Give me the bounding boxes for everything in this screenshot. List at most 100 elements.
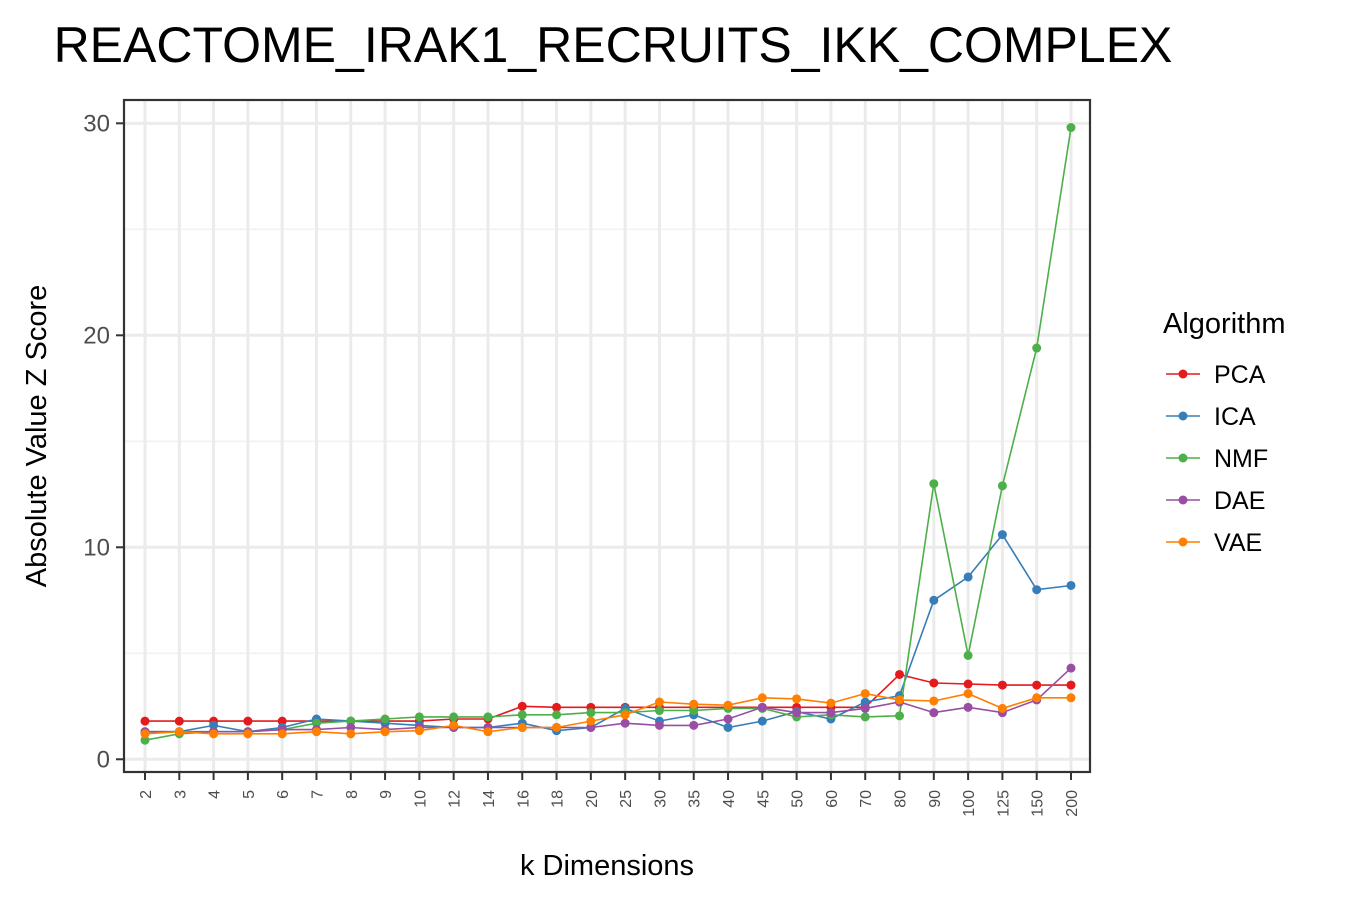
data-point-nmf (586, 708, 596, 718)
series-line-pca (145, 673, 1071, 722)
x-tick-label: 60 (824, 790, 841, 808)
data-point-dae (346, 722, 356, 732)
x-tick-label: 3 (172, 790, 189, 799)
data-point-ica (963, 572, 973, 582)
series-layer (140, 123, 1076, 745)
data-point-dae (792, 708, 802, 718)
legend-key-point (1178, 369, 1188, 379)
data-point-nmf (140, 735, 150, 745)
data-point-vae (209, 729, 219, 739)
data-point-vae (380, 727, 390, 737)
data-point-pca (997, 680, 1007, 690)
legend-key-point (1178, 411, 1188, 421)
legend-item-pca: PCA (1166, 361, 1266, 389)
data-point-pca (1032, 680, 1042, 690)
data-point-vae (483, 727, 493, 737)
x-tick-label: 50 (790, 790, 807, 808)
data-point-vae (620, 710, 630, 720)
legend-item-nmf: NMF (1166, 445, 1268, 473)
x-tick-label: 12 (447, 790, 464, 808)
x-tick-label: 2 (138, 790, 155, 799)
data-point-nmf (997, 481, 1007, 491)
data-point-nmf (517, 710, 527, 720)
data-point-vae (963, 689, 973, 699)
x-tick-label: 6 (275, 790, 292, 799)
series-vae (140, 689, 1076, 739)
data-point-dae (689, 720, 699, 730)
x-tick-label: 4 (207, 790, 224, 799)
data-point-vae (1066, 693, 1076, 703)
legend-label-nmf: NMF (1214, 445, 1268, 473)
x-tick-label: 5 (241, 790, 258, 799)
y-axis-title: Absolute Value Z Score (21, 285, 53, 588)
data-point-dae (963, 702, 973, 712)
data-point-dae (723, 714, 733, 724)
legend-title: Algorithm (1163, 308, 1286, 340)
data-point-ica (997, 530, 1007, 540)
series-line-nmf (144, 127, 1072, 741)
data-point-nmf (311, 718, 321, 728)
data-point-dae (826, 708, 836, 718)
x-tick-label: 7 (309, 790, 326, 799)
x-tick-label: 16 (515, 790, 532, 808)
legend-label-vae: VAE (1214, 529, 1262, 557)
data-point-vae (689, 699, 699, 709)
x-tick-label: 90 (927, 790, 944, 808)
data-point-pca (963, 679, 973, 689)
data-point-nmf (1066, 123, 1076, 133)
data-point-pca (243, 716, 253, 726)
data-point-nmf (552, 710, 562, 720)
legend-label-dae: DAE (1214, 487, 1265, 515)
legend-label-ica: ICA (1214, 403, 1256, 431)
x-tick-label: 9 (378, 790, 395, 799)
data-point-vae (449, 720, 459, 730)
data-point-pca (140, 716, 150, 726)
data-point-pca (552, 702, 562, 712)
data-point-dae (860, 703, 870, 713)
data-point-vae (654, 697, 664, 707)
data-point-vae (243, 729, 253, 739)
data-point-nmf (483, 712, 493, 722)
x-axis-title: k Dimensions (520, 850, 694, 882)
data-point-nmf (895, 711, 905, 721)
data-point-vae (517, 722, 527, 732)
data-point-vae (552, 722, 562, 732)
legend-label-pca: PCA (1214, 361, 1266, 389)
data-point-pca (929, 678, 939, 688)
legend-key-point (1178, 537, 1188, 547)
y-tick-label: 30 (83, 110, 110, 137)
x-tick-label: 45 (755, 790, 772, 808)
legend-item-vae: VAE (1166, 529, 1262, 557)
x-tick-label: 40 (721, 790, 738, 808)
data-point-ica (1066, 580, 1076, 590)
legend-items: PCA ICA NMF DAE VAE (1166, 361, 1268, 557)
y-tick-label: 10 (83, 534, 110, 561)
data-point-dae (620, 718, 630, 728)
data-point-nmf (654, 706, 664, 716)
data-point-vae (346, 729, 356, 739)
data-point-nmf (449, 712, 459, 722)
x-tick-label: 80 (893, 790, 910, 808)
data-point-dae (929, 708, 939, 718)
data-point-pca (277, 716, 287, 726)
x-tick-label: 70 (858, 790, 875, 808)
y-tick-label: 20 (83, 322, 110, 349)
x-tick-label: 14 (481, 790, 498, 808)
x-tick-label: 8 (344, 790, 361, 799)
data-point-nmf (963, 650, 973, 660)
plot-border (122, 98, 1092, 774)
data-point-vae (414, 726, 424, 736)
legend-key-point (1178, 453, 1188, 463)
data-point-ica (929, 595, 939, 605)
legend-item-ica: ICA (1166, 403, 1256, 431)
data-point-ica (209, 720, 219, 730)
data-point-vae (929, 696, 939, 706)
data-point-vae (792, 694, 802, 704)
data-point-ica (723, 722, 733, 732)
data-point-pca (517, 701, 527, 711)
data-point-nmf (860, 712, 870, 722)
x-tick-label: 125 (995, 790, 1012, 817)
data-point-dae (757, 702, 767, 712)
data-point-vae (140, 729, 150, 739)
